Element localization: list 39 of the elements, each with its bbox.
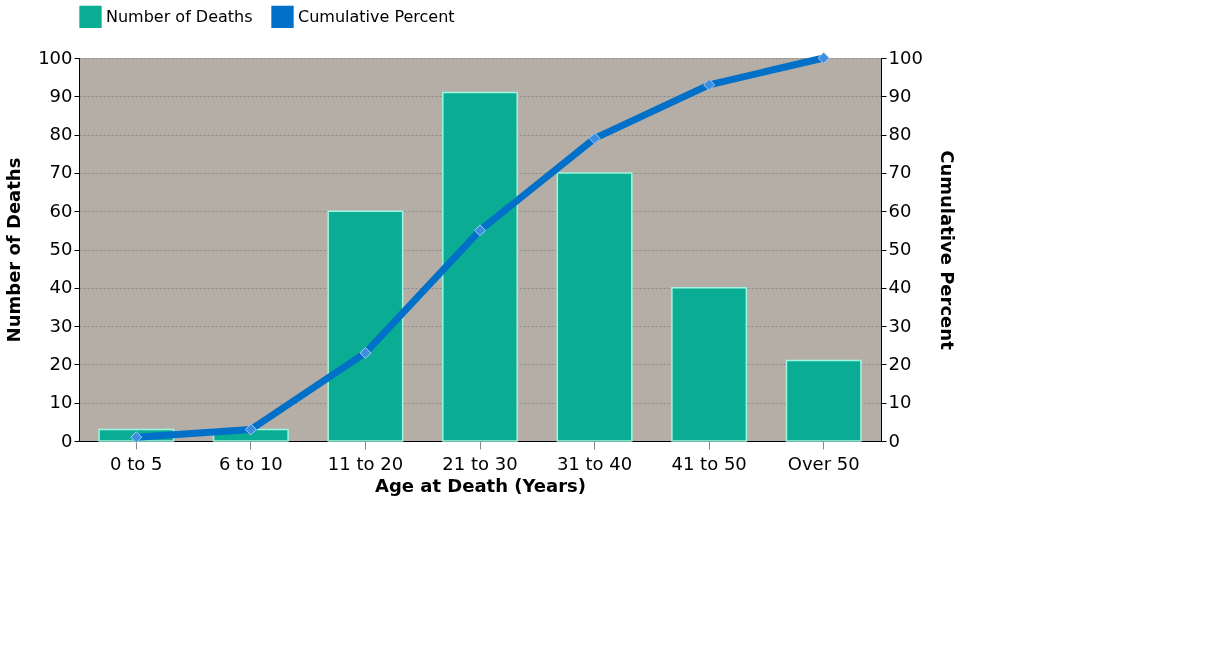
- y-tick-label: 90: [49, 84, 73, 106]
- y2-tick-label: 100: [888, 46, 923, 68]
- y-tick-label: 30: [49, 314, 73, 336]
- y-axis-title: Number of Deaths: [3, 157, 25, 343]
- x-tick-label: 6 to 10: [218, 452, 283, 474]
- y2-tick-label: 40: [888, 276, 912, 298]
- bar: [671, 287, 748, 442]
- x-tick-label: 21 to 30: [442, 452, 518, 474]
- y-tick-label: 80: [49, 123, 73, 145]
- x-tick-label: Over 50: [787, 452, 860, 474]
- y2-tick-label: 70: [888, 161, 912, 183]
- y-tick-label: 50: [49, 238, 73, 259]
- bar: [327, 210, 404, 442]
- y2-tick-label: 0: [888, 429, 900, 451]
- y2-tick-label: 30: [888, 314, 912, 336]
- bar: [785, 359, 862, 442]
- x-tick-label: 31 to 40: [556, 452, 633, 474]
- x-tick-label: 41 to 50: [671, 452, 747, 474]
- y-tick-label: 60: [49, 199, 73, 221]
- y2-tick-label: 20: [888, 352, 912, 374]
- y2-axis-title: Cumulative Percent: [936, 150, 958, 351]
- x-tick-label: 0 to 5: [110, 452, 163, 474]
- legend-label: Cumulative Percent: [298, 6, 455, 26]
- y-tick-label: 0: [61, 429, 73, 451]
- y-tick-label: 100: [38, 46, 73, 68]
- bar: [556, 172, 633, 442]
- y2-tick-label: 10: [888, 391, 912, 413]
- y-tick-label: 70: [49, 161, 73, 183]
- x-axis-title: Age at Death (Years): [374, 474, 587, 496]
- y2-tick-label: 80: [888, 123, 912, 145]
- y-tick-label: 10: [49, 391, 73, 413]
- x-tick-label: 11 to 20: [327, 452, 404, 474]
- bar: [442, 91, 518, 442]
- legend-label: Number of Deaths: [106, 6, 253, 26]
- y-tick-label: 40: [49, 276, 73, 298]
- y2-tick-label: 90: [888, 84, 912, 106]
- y-tick-label: 20: [49, 352, 73, 374]
- y2-tick-label: 50: [888, 238, 912, 259]
- y2-tick-label: 60: [888, 199, 912, 221]
